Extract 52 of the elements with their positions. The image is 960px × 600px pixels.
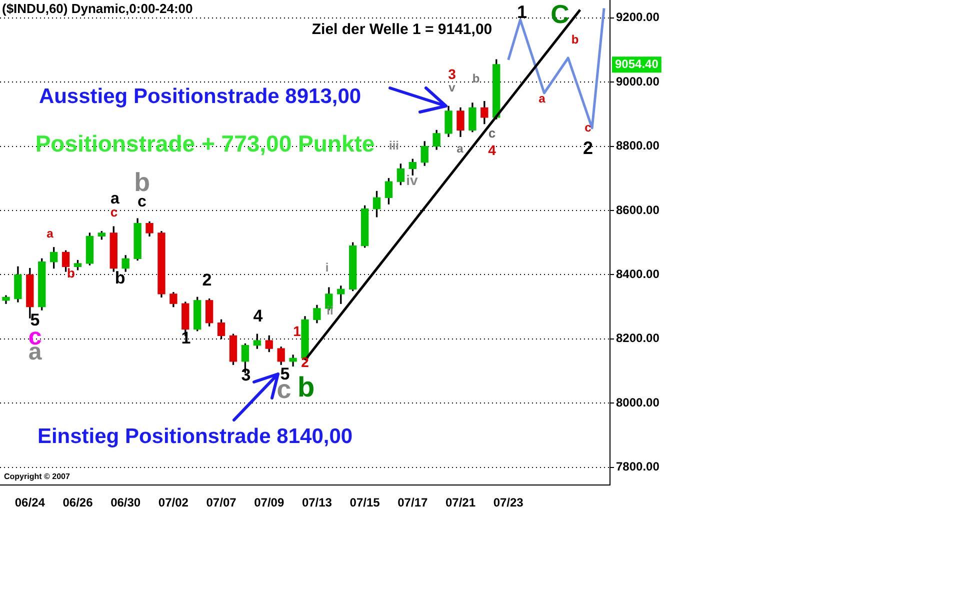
- annotation: 3: [448, 66, 456, 82]
- annotation: 2: [301, 354, 310, 370]
- annotation: C: [550, 0, 570, 30]
- annotation: a: [538, 91, 546, 106]
- annotation: Ziel der Welle 1 = 9141,00: [312, 21, 492, 38]
- annotation: iv: [406, 172, 418, 188]
- x-tick-label: 07/23: [493, 496, 524, 510]
- annotation: a: [46, 226, 54, 240]
- annotation: b: [297, 372, 315, 403]
- annotation: 4: [488, 142, 496, 158]
- x-tick-label: 07/07: [206, 496, 237, 510]
- annotation: iii: [388, 138, 400, 152]
- x-tick-label: 06/26: [62, 496, 94, 510]
- y-tick-label: 8000.00: [616, 395, 660, 410]
- annotation: 5: [30, 310, 40, 330]
- y-tick-label: 8600.00: [616, 202, 660, 217]
- y-tick-label: 8400.00: [616, 267, 660, 282]
- annotation: c: [110, 204, 118, 220]
- y-tick-label: 8800.00: [616, 138, 660, 153]
- x-tick-label: 07/13: [302, 496, 332, 510]
- x-tick-label: 07/21: [445, 496, 476, 510]
- annotation: Einstieg Positionstrade 8140,00: [37, 424, 353, 448]
- x-tick-label: 07/02: [158, 496, 189, 510]
- annotation: 2: [582, 138, 594, 158]
- x-tick-label: 07/17: [398, 496, 428, 510]
- x-tick-label: 06/30: [110, 496, 141, 510]
- chart-title: ($INDU,60) Dynamic,0:00-24:00: [2, 1, 193, 16]
- y-tick-label: 8200.00: [616, 331, 660, 346]
- annotation: c: [488, 126, 496, 141]
- annotation: 1: [516, 2, 528, 22]
- annotation: b: [571, 32, 579, 46]
- annotation: b: [472, 71, 480, 86]
- y-tick-label: 7800.00: [616, 460, 660, 474]
- annotation: b: [114, 268, 126, 288]
- annotation: Positionstrade + 773,00 Punkte: [35, 130, 375, 156]
- annotation: a: [456, 141, 464, 156]
- annotation: i: [325, 260, 329, 274]
- x-tick-label: 07/09: [254, 496, 284, 510]
- annotation: Ausstieg Positionstrade 8913,00: [38, 84, 362, 108]
- annotation: 2: [202, 270, 212, 290]
- y-tick-label: 9200.00: [616, 10, 660, 24]
- text: 9054.40: [615, 56, 659, 71]
- annotation: b: [67, 266, 76, 281]
- annotation: 4: [253, 306, 264, 326]
- y-tick-label: 9000.00: [616, 74, 660, 88]
- annotation: c: [584, 120, 592, 134]
- x-tick-label: 07/15: [350, 496, 380, 510]
- annotation: 1: [293, 322, 302, 339]
- annotation: Copyright © 2007: [4, 472, 70, 482]
- x-tick-label: 06/24: [14, 496, 46, 510]
- annotation: v: [448, 80, 456, 94]
- annotation: a: [110, 190, 120, 208]
